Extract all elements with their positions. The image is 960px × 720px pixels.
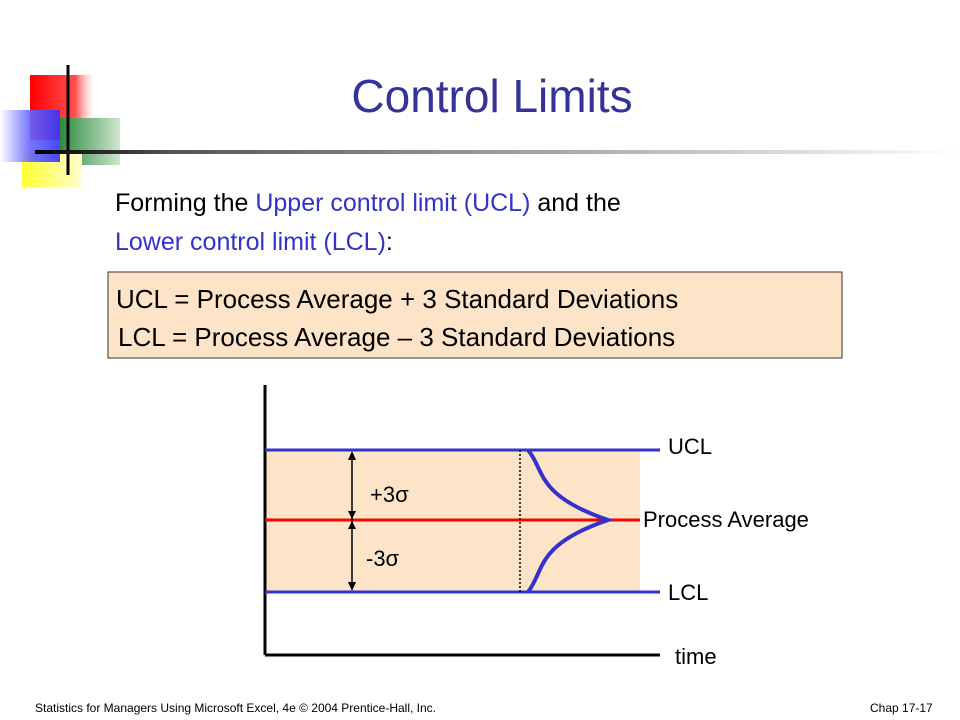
formula-box bbox=[107, 271, 843, 359]
plus-sigma: +3σ bbox=[370, 482, 409, 507]
time-label: time bbox=[675, 644, 717, 669]
formula: UCL = Process Average + 3 Standard Devia… bbox=[116, 284, 678, 314]
intro-line-2: Lower control limit (LCL): bbox=[115, 228, 393, 256]
footer-left: Statistics for Managers Using Microsoft … bbox=[35, 701, 436, 715]
intro-highlight: Upper control limit (UCL) bbox=[255, 189, 530, 217]
intro-text: and the bbox=[537, 189, 620, 217]
intro-text: : bbox=[386, 228, 393, 256]
intro-highlight: Lower control limit (LCL) bbox=[115, 228, 386, 256]
title: Control Limits bbox=[351, 70, 632, 122]
intro-text: Forming the bbox=[115, 189, 248, 217]
logo bbox=[0, 65, 960, 187]
ucl-label: UCL bbox=[668, 434, 712, 459]
lcl-label: LCL bbox=[668, 580, 708, 605]
minus-sigma: -3σ bbox=[366, 546, 400, 571]
average-label: Process Average bbox=[643, 507, 809, 532]
footer-right: Chap 17-17 bbox=[870, 701, 933, 715]
control-diagram bbox=[263, 385, 660, 657]
intro-line-1: Forming the Upper control limit (UCL) an… bbox=[115, 189, 621, 217]
formula: LCL = Process Average – 3 Standard Devia… bbox=[118, 322, 675, 352]
